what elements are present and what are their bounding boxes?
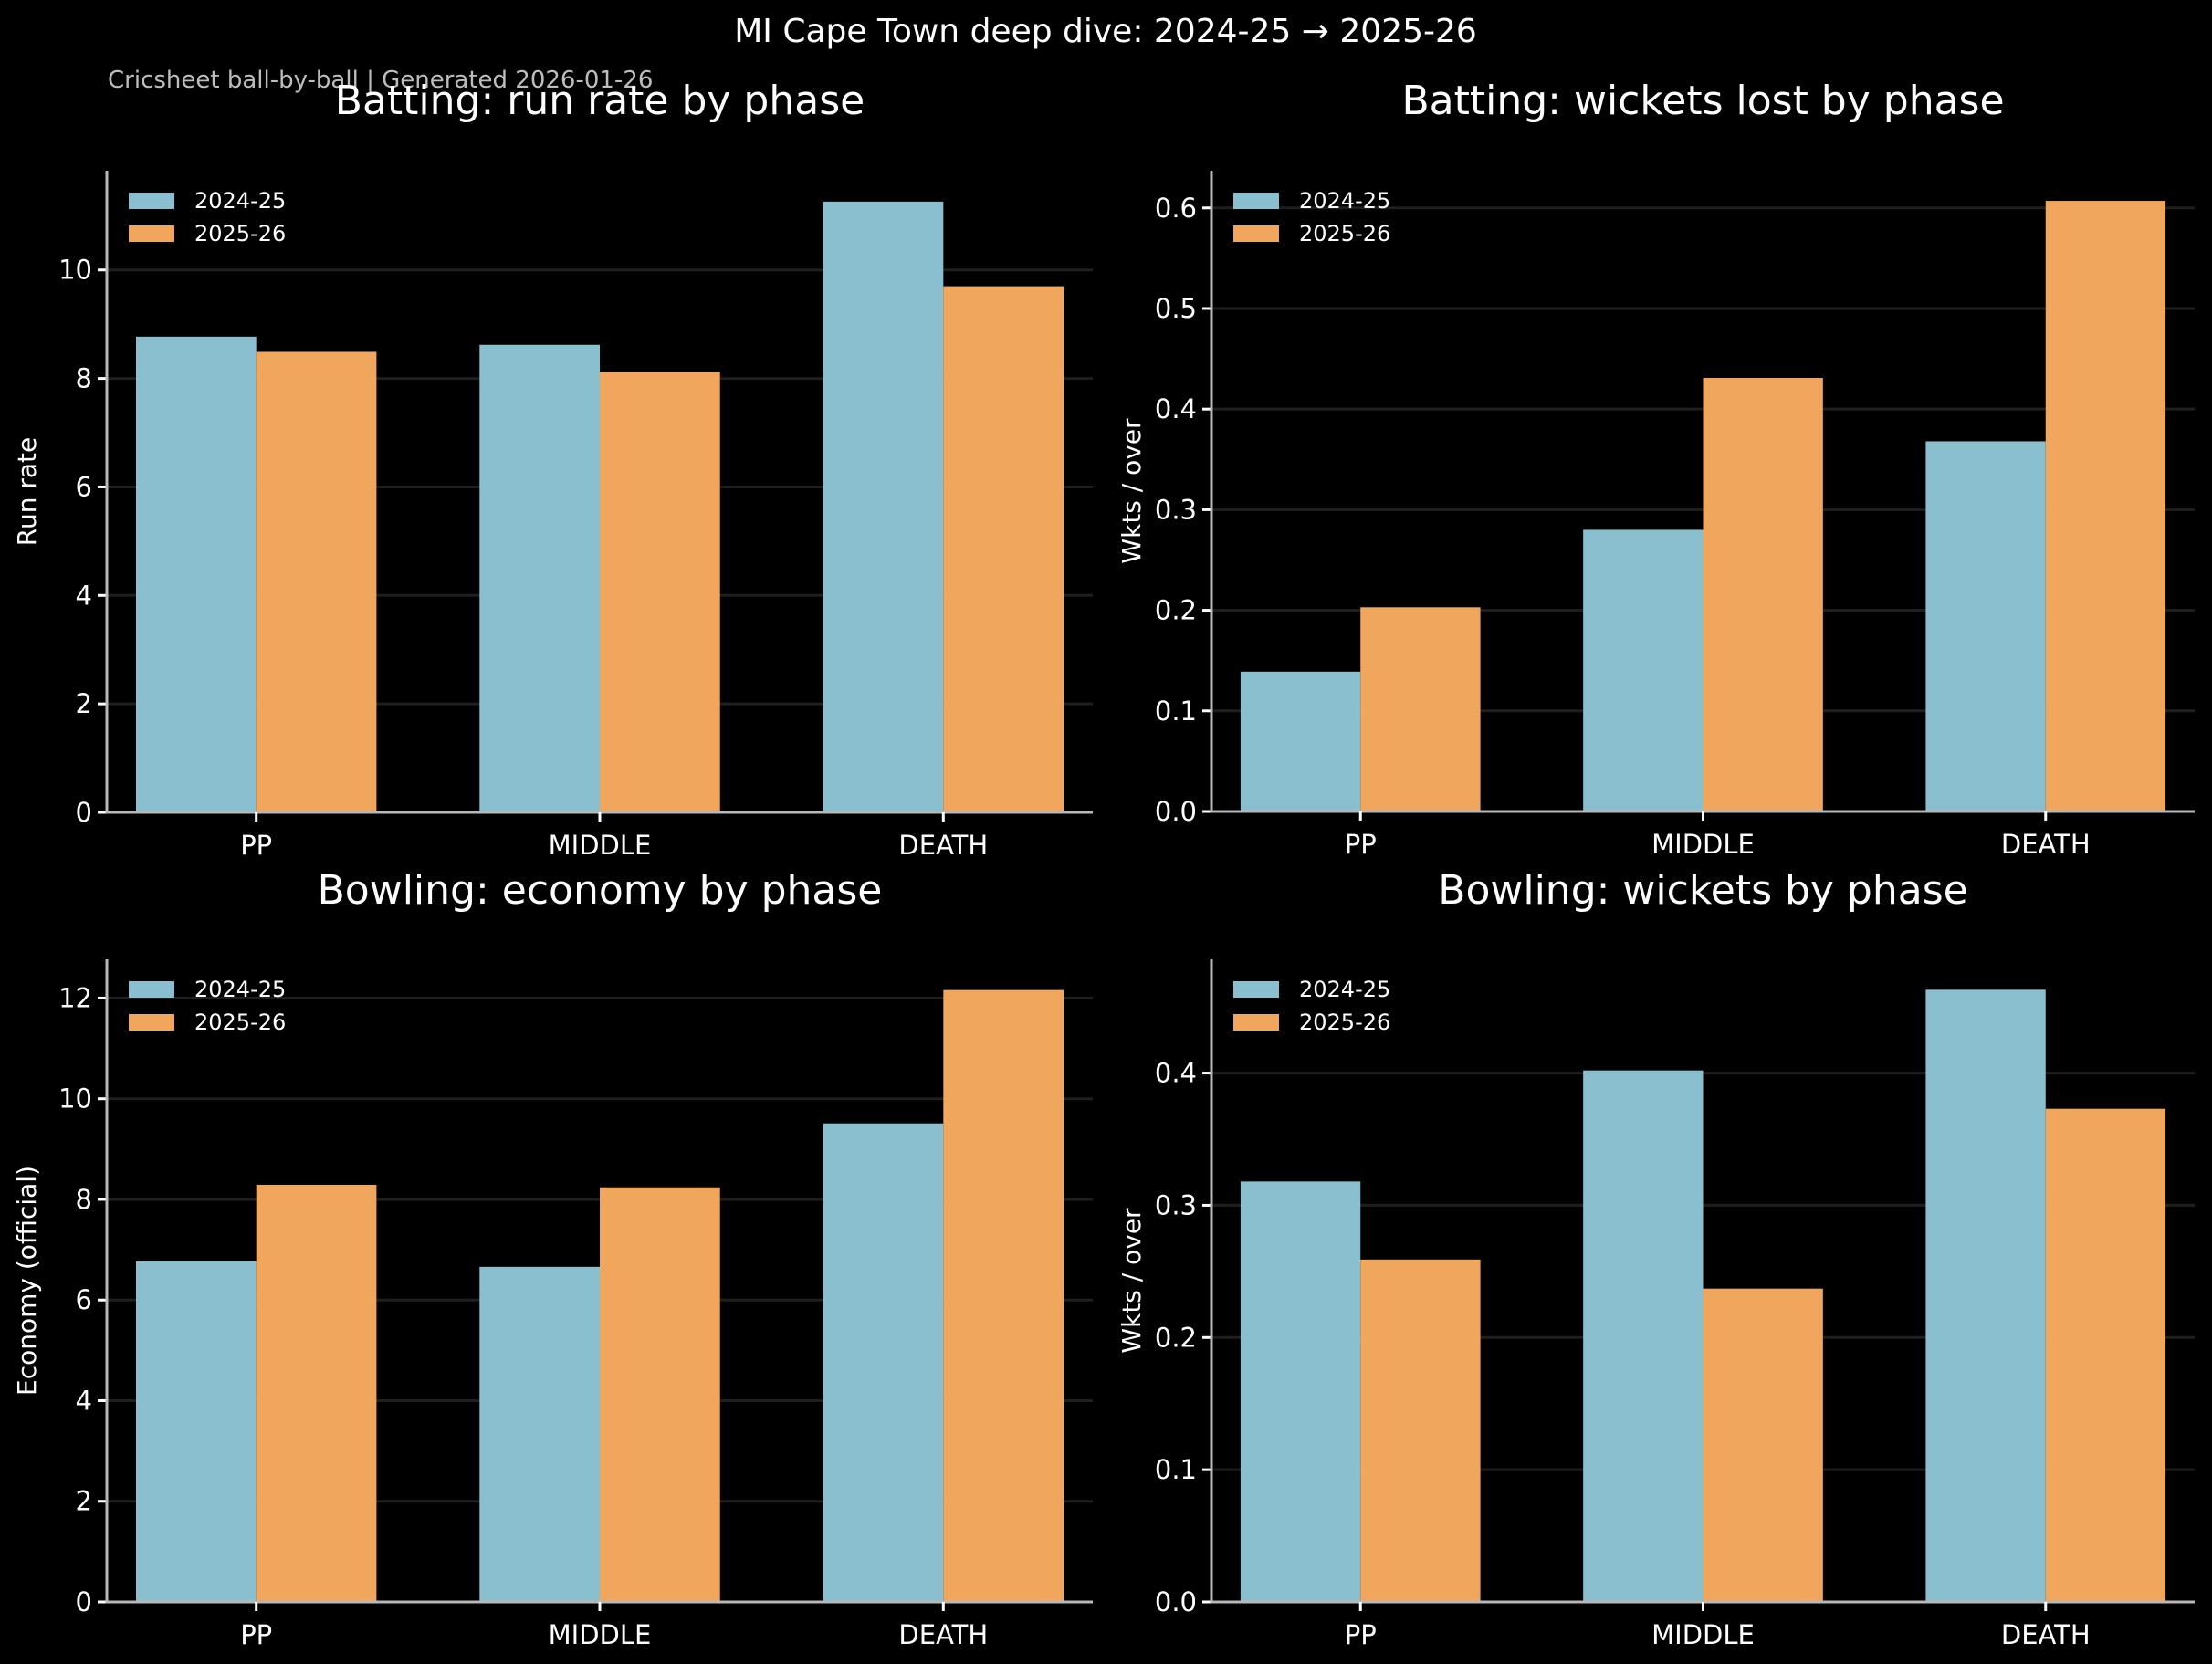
bar-pp-2024-25 — [1240, 1181, 1361, 1602]
y-tick-label: 4 — [76, 580, 92, 611]
legend-swatch-2024-25 — [129, 193, 174, 209]
bar-death-2025-26 — [943, 989, 1064, 1602]
bar-middle-2025-26 — [1703, 1288, 1823, 1602]
bar-death-2024-25 — [1925, 989, 2046, 1602]
legend: 2024-25 2025-26 — [1233, 977, 1390, 1035]
y-axis-label: Wkts / over — [1116, 418, 1147, 564]
bar-pp-2025-26 — [256, 1184, 377, 1602]
y-tick-label: 0.4 — [1155, 393, 1197, 424]
x-tick-label: DEATH — [2001, 1619, 2091, 1650]
x-tick-label: PP — [240, 830, 272, 861]
y-tick-label: 0.0 — [1155, 796, 1197, 827]
bar-middle-2024-25 — [479, 344, 600, 812]
bar-death-2024-25 — [823, 201, 944, 812]
legend-swatch-2025-26 — [129, 225, 174, 242]
x-tick-label: MIDDLE — [1651, 829, 1755, 860]
y-axis-label: Wkts / over — [1116, 1208, 1147, 1354]
panel-bottom-left: Bowling: economy by phase 0 2 4 6 8 10 12 PP MIDD… — [12, 867, 1093, 1650]
legend-label: 2025-26 — [1299, 1010, 1390, 1035]
bar-middle-2024-25 — [1583, 1070, 1704, 1602]
panel-top-right: Batting: wickets lost by phase 0.0 0.1 0.2 0… — [1116, 78, 2195, 860]
legend-label: 2024-25 — [194, 188, 286, 214]
panel-title: Batting: wickets lost by phase — [1401, 78, 2004, 124]
x-tick-label: PP — [1345, 829, 1377, 860]
bar-pp-2024-25 — [135, 336, 257, 813]
y-tick-label: 2 — [76, 688, 92, 719]
x-tick-label: PP — [1345, 1619, 1377, 1650]
y-tick-label: 0.3 — [1155, 1189, 1197, 1220]
x-tick-label: MIDDLE — [549, 1619, 652, 1650]
panel-bottom-right: Bowling: wickets by phase 0.0 0.1 0.2 0.3 0.4… — [1116, 867, 2195, 1650]
x-tick-label: MIDDLE — [1651, 1619, 1755, 1650]
x-tick-label: DEATH — [2001, 829, 2091, 860]
bar-pp-2025-26 — [1360, 1259, 1481, 1602]
figure-title: MI Cape Town deep dive: 2024-25 → 2025-2… — [734, 13, 1477, 50]
y-tick-label: 0.4 — [1155, 1058, 1197, 1089]
bar-death-2025-26 — [2045, 201, 2166, 811]
bar-death-2025-26 — [943, 286, 1064, 812]
y-tick-label: 12 — [58, 982, 92, 1013]
bar-pp-2025-26 — [1360, 607, 1481, 811]
panel-title: Batting: run rate by phase — [335, 78, 865, 124]
panel-title: Bowling: wickets by phase — [1438, 867, 1967, 914]
bar-death-2024-25 — [823, 1123, 944, 1602]
bar-middle-2024-25 — [1583, 529, 1704, 811]
y-tick-label: 0.5 — [1155, 293, 1197, 324]
legend: 2024-25 2025-26 — [129, 977, 286, 1035]
y-tick-label: 0.0 — [1155, 1586, 1197, 1617]
y-tick-label: 10 — [58, 1083, 92, 1115]
y-tick-label: 6 — [76, 1284, 92, 1315]
y-tick-label: 6 — [76, 471, 92, 502]
bar-middle-2025-26 — [600, 372, 720, 812]
legend-label: 2024-25 — [194, 977, 286, 1002]
legend-swatch-2024-25 — [129, 981, 174, 998]
y-axis-label: Run rate — [12, 437, 42, 546]
legend: 2024-25 2025-26 — [129, 188, 286, 246]
panel-title: Bowling: economy by phase — [318, 867, 883, 914]
legend-swatch-2025-26 — [1233, 1014, 1279, 1031]
y-tick-label: 0.1 — [1155, 696, 1197, 727]
y-tick-label: 2 — [76, 1486, 92, 1517]
legend-swatch-2024-25 — [1233, 193, 1279, 209]
legend-swatch-2025-26 — [129, 1014, 174, 1031]
bar-death-2025-26 — [2045, 1108, 2166, 1602]
x-tick-label: PP — [240, 1619, 272, 1650]
bar-pp-2025-26 — [256, 351, 377, 812]
y-axis-label: Economy (official) — [12, 1166, 42, 1396]
legend-swatch-2025-26 — [1233, 225, 1279, 242]
bar-pp-2024-25 — [135, 1261, 257, 1602]
bar-middle-2025-26 — [1703, 378, 1823, 811]
y-tick-label: 10 — [58, 255, 92, 286]
x-tick-label: MIDDLE — [549, 830, 652, 861]
bar-middle-2024-25 — [479, 1266, 600, 1602]
legend-label: 2024-25 — [1299, 977, 1390, 1002]
legend: 2024-25 2025-26 — [1233, 188, 1390, 246]
y-tick-label: 0.1 — [1155, 1454, 1197, 1485]
y-tick-label: 0.2 — [1155, 1322, 1197, 1353]
figure-subtitle: Cricsheet ball-by-ball | Generated 2026-… — [108, 67, 653, 94]
legend-swatch-2024-25 — [1233, 981, 1279, 998]
y-tick-label: 0.2 — [1155, 595, 1197, 626]
y-tick-label: 8 — [76, 363, 92, 394]
y-tick-label: 8 — [76, 1184, 92, 1215]
bar-middle-2025-26 — [600, 1187, 720, 1602]
legend-label: 2025-26 — [194, 221, 286, 246]
y-tick-label: 0 — [76, 1586, 92, 1617]
x-tick-label: DEATH — [898, 830, 988, 861]
panels: Batting: run rate by phase 0 2 4 6 8 10 PP MIDDL… — [12, 78, 2195, 1650]
y-tick-label: 0 — [76, 797, 92, 828]
y-tick-label: 0.3 — [1155, 494, 1197, 525]
legend-label: 2025-26 — [194, 1010, 286, 1035]
panel-top-left: Batting: run rate by phase 0 2 4 6 8 10 PP MIDDL… — [12, 78, 1093, 861]
y-tick-label: 4 — [76, 1385, 92, 1416]
x-tick-label: DEATH — [898, 1619, 988, 1650]
legend-label: 2024-25 — [1299, 188, 1390, 214]
bar-pp-2024-25 — [1240, 671, 1361, 811]
legend-label: 2025-26 — [1299, 221, 1390, 246]
bar-death-2024-25 — [1925, 441, 2046, 811]
y-tick-label: 0.6 — [1155, 193, 1197, 224]
